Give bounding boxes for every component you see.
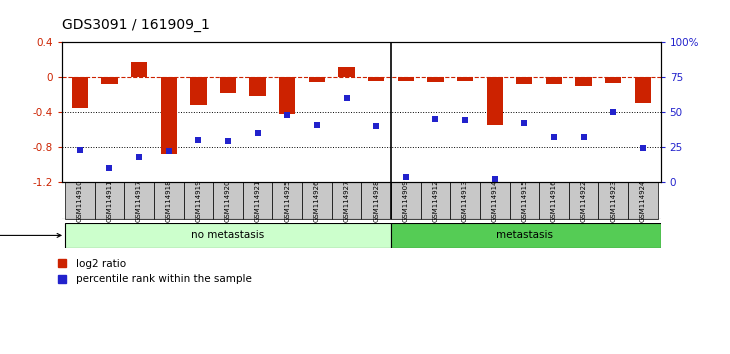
Bar bbox=[161, 77, 177, 154]
Bar bbox=[575, 77, 592, 86]
Bar bbox=[220, 77, 236, 93]
Bar bbox=[65, 223, 391, 248]
Text: GSM114911: GSM114911 bbox=[107, 179, 112, 222]
Bar bbox=[487, 77, 503, 125]
Bar bbox=[510, 182, 539, 219]
Bar bbox=[302, 182, 331, 219]
Bar bbox=[368, 77, 384, 81]
Bar bbox=[279, 77, 296, 114]
Bar bbox=[183, 182, 213, 219]
Bar bbox=[546, 77, 562, 84]
Bar bbox=[339, 67, 355, 77]
Bar bbox=[250, 77, 266, 96]
Bar bbox=[391, 223, 661, 248]
Bar bbox=[599, 182, 628, 219]
Text: GSM114916: GSM114916 bbox=[551, 179, 557, 222]
Text: GSM114923: GSM114923 bbox=[610, 179, 616, 222]
Text: GSM114920: GSM114920 bbox=[225, 179, 231, 222]
Bar bbox=[72, 77, 88, 108]
Text: GSM114925: GSM114925 bbox=[284, 179, 291, 222]
Text: GSM114928: GSM114928 bbox=[373, 179, 379, 222]
Bar bbox=[309, 77, 325, 81]
Bar bbox=[361, 182, 391, 219]
Text: GSM114919: GSM114919 bbox=[196, 179, 201, 222]
Bar bbox=[391, 182, 420, 219]
Bar bbox=[569, 182, 599, 219]
Text: GSM114926: GSM114926 bbox=[314, 179, 320, 222]
Text: GDS3091 / 161909_1: GDS3091 / 161909_1 bbox=[62, 18, 210, 32]
Text: GSM114921: GSM114921 bbox=[255, 179, 261, 222]
Bar bbox=[398, 77, 414, 81]
Text: GSM114918: GSM114918 bbox=[166, 179, 172, 222]
Text: GSM114915: GSM114915 bbox=[521, 179, 527, 222]
Text: GSM114917: GSM114917 bbox=[136, 179, 142, 222]
Bar bbox=[331, 182, 361, 219]
Bar bbox=[272, 182, 302, 219]
Text: GSM114912: GSM114912 bbox=[432, 179, 439, 222]
Bar bbox=[124, 182, 154, 219]
Text: no metastasis: no metastasis bbox=[191, 230, 264, 240]
Bar bbox=[101, 77, 118, 84]
Bar bbox=[420, 182, 450, 219]
Bar bbox=[191, 77, 207, 105]
Bar bbox=[131, 62, 147, 77]
Bar bbox=[154, 182, 183, 219]
Bar bbox=[516, 77, 532, 84]
Bar bbox=[628, 182, 658, 219]
Text: GSM114927: GSM114927 bbox=[344, 179, 350, 222]
Text: GSM114909: GSM114909 bbox=[403, 179, 409, 222]
Bar bbox=[450, 182, 480, 219]
Bar bbox=[539, 182, 569, 219]
Bar bbox=[457, 77, 473, 81]
Bar bbox=[213, 182, 243, 219]
Bar bbox=[480, 182, 510, 219]
Text: metastasis: metastasis bbox=[496, 230, 553, 240]
Bar bbox=[605, 77, 621, 83]
Bar bbox=[243, 182, 272, 219]
Bar bbox=[95, 182, 124, 219]
Text: GSM114922: GSM114922 bbox=[580, 179, 587, 222]
Bar bbox=[427, 77, 444, 81]
Text: GSM114913: GSM114913 bbox=[462, 179, 468, 222]
Text: disease state: disease state bbox=[0, 230, 61, 240]
Text: GSM114924: GSM114924 bbox=[640, 179, 646, 222]
Text: GSM114914: GSM114914 bbox=[492, 179, 498, 222]
Bar bbox=[634, 77, 651, 103]
Bar bbox=[65, 182, 95, 219]
Legend: log2 ratio, percentile rank within the sample: log2 ratio, percentile rank within the s… bbox=[53, 255, 255, 289]
Text: GSM114910: GSM114910 bbox=[77, 179, 82, 222]
